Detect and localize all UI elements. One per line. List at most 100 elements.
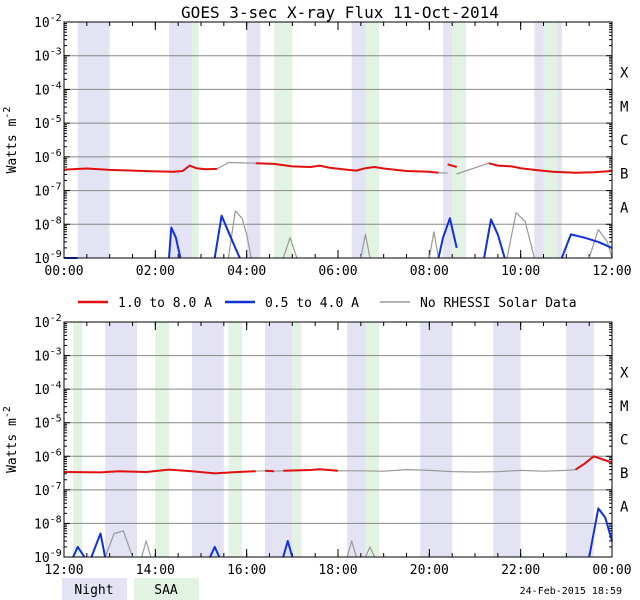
y-tick-label: 10-8: [34, 215, 62, 233]
series-line-norhessi: [360, 233, 371, 259]
series-legend: 1.0 to 8.0 A 0.5 to 4.0 A No RHESSI Sola…: [78, 296, 577, 311]
x-tick-label: 12:00: [592, 264, 631, 279]
series-line-short: [483, 218, 506, 259]
night-band: [105, 322, 138, 557]
series-line-short: [588, 507, 613, 558]
series-line-norhessi: [456, 162, 489, 175]
saa-band: [452, 22, 466, 258]
x-tick-label: 18:00: [318, 563, 357, 578]
series-line-norhessi: [282, 237, 298, 259]
series-line-short: [90, 532, 107, 558]
class-label-a: A: [620, 500, 629, 516]
series-line-norhessi: [141, 540, 152, 558]
band-legend: Night SAA: [62, 578, 199, 600]
y-tick-label: 10-6: [34, 148, 62, 166]
legend-label-short: 0.5 to 4.0 A: [265, 296, 359, 311]
x-tick-label: 22:00: [501, 563, 540, 578]
series-line-norhessi: [506, 212, 535, 259]
saa-band: [274, 22, 293, 258]
saa-band: [292, 322, 302, 557]
saa-band: [228, 322, 243, 557]
series-line-long: [283, 468, 339, 472]
night-legend-box: [62, 578, 127, 600]
legend-label-long: 1.0 to 8.0 A: [118, 296, 212, 311]
saa-legend-label: SAA: [154, 583, 178, 598]
y-tick-label: 10-2: [34, 13, 62, 31]
class-label-x: X: [620, 365, 629, 381]
class-label-m: M: [620, 399, 628, 415]
series-line-short: [168, 226, 182, 259]
saa-band: [191, 22, 199, 258]
series-line-short: [213, 214, 241, 259]
class-label-m: M: [620, 99, 628, 115]
y-tick-label: 10-9: [34, 249, 62, 267]
night-band: [77, 22, 110, 258]
series-line-long: [574, 455, 613, 471]
saa-band: [365, 22, 380, 258]
class-label-b: B: [620, 167, 628, 183]
x-tick-label: 04:00: [227, 264, 266, 279]
legend-label-norhessi: No RHESSI Solar Data: [420, 296, 577, 311]
class-label-b: B: [620, 466, 628, 482]
x-tick-label: 00:00: [592, 563, 631, 578]
series-line-long: [488, 162, 613, 174]
x-tick-label: 06:00: [318, 264, 357, 279]
series-line-norhessi: [104, 530, 134, 558]
series-line-norhessi: [428, 231, 440, 259]
series-line-long: [63, 468, 256, 475]
series-line-norhessi: [216, 161, 256, 170]
class-label-c: C: [620, 433, 628, 449]
series-line-norhessi: [227, 210, 252, 259]
y-tick-label: 10-2: [34, 313, 62, 331]
night-band: [493, 322, 521, 557]
series-line-short: [560, 233, 613, 259]
plot-frame: [63, 21, 613, 259]
series-line-norhessi: [338, 469, 576, 473]
night-band: [246, 22, 261, 258]
series-line-norhessi: [346, 540, 357, 558]
panel-top: 10-9 10-8 10-7 10-6 10-5 10-4 10-3 10-2 Watts m-…: [2, 13, 632, 279]
class-label-a: A: [620, 200, 629, 216]
night-band: [191, 322, 224, 557]
x-tick-label: 16:00: [227, 563, 266, 578]
y-axis-label: Watts m-2: [2, 406, 20, 473]
series-line-long: [447, 163, 457, 168]
saa-band: [155, 322, 170, 557]
x-tick-label: 14:00: [136, 563, 175, 578]
y-tick-label: 10-7: [34, 481, 62, 499]
x-tick-label: 02:00: [136, 264, 175, 279]
y-tick-label: 10-3: [34, 47, 62, 65]
y-tick-label: 10-6: [34, 447, 62, 465]
y-tick-label: 10-5: [34, 414, 62, 432]
saa-band: [73, 322, 83, 557]
night-band: [566, 322, 594, 557]
plot-frame: [63, 321, 613, 558]
series-line-norhessi: [364, 546, 376, 558]
chart-title: GOES 3-sec X-ray Flux 11-Oct-2014: [181, 3, 499, 22]
y-axis-label: Watts m-2: [2, 107, 20, 174]
y-tick-label: 10-5: [34, 114, 62, 132]
timestamp: 24-Feb-2015 18:59: [520, 586, 622, 597]
series-line-short: [72, 545, 86, 558]
saa-band: [543, 22, 558, 258]
x-tick-label: 10:00: [501, 264, 540, 279]
night-band: [420, 322, 453, 557]
class-label-x: X: [620, 66, 629, 82]
series-line-short: [282, 540, 294, 558]
night-band: [264, 322, 293, 557]
y-tick-label: 10-9: [34, 548, 62, 566]
night-legend-label: Night: [74, 583, 113, 598]
y-tick-label: 10-7: [34, 182, 62, 200]
class-label-c: C: [620, 133, 628, 149]
x-tick-label: 08:00: [410, 264, 449, 279]
y-tick-label: 10-8: [34, 514, 62, 532]
x-tick-label: 12:00: [44, 563, 83, 578]
x-tick-label: 00:00: [44, 264, 83, 279]
series-line-short: [437, 217, 458, 259]
x-tick-label: 20:00: [410, 563, 449, 578]
series-line-long: [255, 162, 439, 174]
saa-band: [365, 322, 380, 557]
y-tick-label: 10-3: [34, 347, 62, 365]
series-line-long: [63, 164, 218, 173]
